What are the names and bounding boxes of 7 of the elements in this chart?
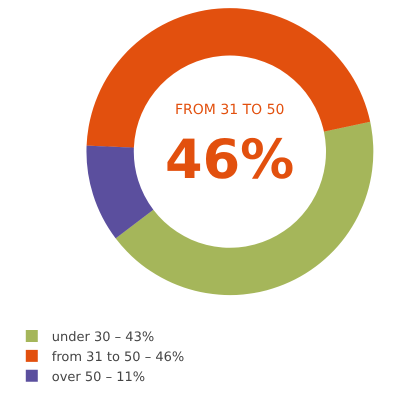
donut-slice [116,122,374,296]
legend-label: from 31 to 50 – 46% [52,350,184,365]
donut-slice [86,146,154,238]
text: 46% [165,128,294,191]
legend-label: under 30 – 43% [52,330,154,346]
text: FROM 31 TO 50 [175,102,284,118]
legend-label: over 50 – 11% [52,370,146,385]
